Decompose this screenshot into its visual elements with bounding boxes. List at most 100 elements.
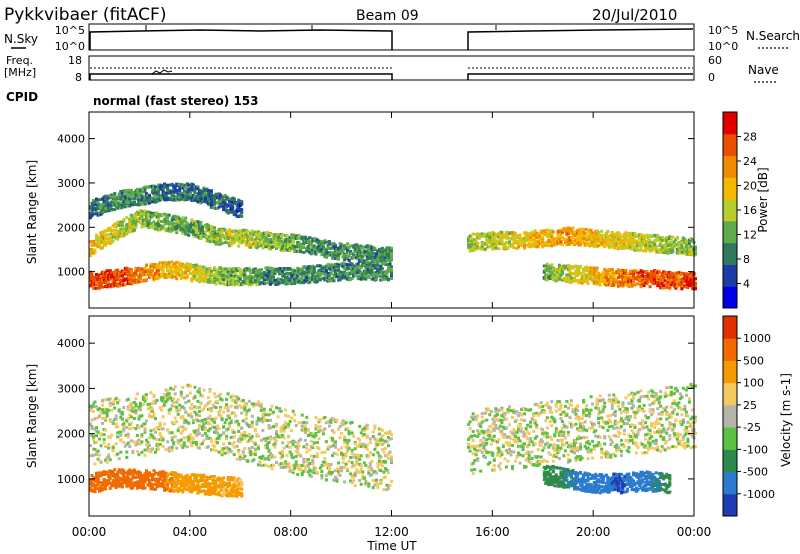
data-cell: [595, 270, 599, 274]
data-cell: [210, 271, 213, 275]
data-cell: [187, 197, 191, 201]
data-cell: [190, 188, 194, 192]
data-cell: [677, 277, 681, 281]
data-cell: [361, 255, 365, 258]
data-cell: [104, 280, 108, 284]
data-cell: [553, 273, 557, 277]
data-cell: [194, 263, 198, 267]
data-cell: [229, 234, 233, 238]
data-cell: [160, 184, 164, 188]
data-cell: [671, 272, 675, 276]
data-cell: [211, 233, 215, 236]
data-cell: [383, 272, 387, 276]
data-cell: [190, 185, 194, 189]
data-cell: [306, 272, 310, 276]
data-cell: [645, 233, 649, 237]
data-cell: [632, 273, 635, 276]
data-cell: [279, 242, 283, 246]
data-cell: [229, 279, 233, 283]
data-cell: [117, 192, 121, 196]
data-cell: [213, 266, 216, 270]
data-cell: [589, 266, 593, 270]
data-cell: [208, 238, 212, 242]
data-cell: [143, 266, 147, 270]
data-cell: [318, 274, 322, 278]
data-cell: [380, 267, 384, 271]
data-cell: [196, 197, 200, 201]
data-cell: [125, 223, 129, 227]
data-cell: [500, 230, 504, 234]
data-cell: [269, 280, 272, 284]
data-cell: [240, 208, 244, 212]
data-cell: [300, 237, 304, 241]
data-cell: [494, 246, 498, 250]
data-cell: [166, 216, 170, 220]
data-cell: [216, 231, 219, 235]
data-cell: [240, 211, 244, 215]
data-cell: [102, 239, 106, 243]
data-cell: [291, 272, 295, 276]
data-cell: [368, 262, 372, 266]
data-cell: [612, 283, 616, 287]
data-cell: [253, 279, 257, 283]
data-cell: [229, 274, 233, 278]
data-cell: [241, 280, 245, 284]
data-cell: [163, 212, 167, 216]
data-cell: [116, 278, 120, 282]
data-cell: [346, 256, 350, 260]
data-cell: [612, 239, 616, 243]
data-cell: [161, 224, 165, 228]
data-cell: [232, 283, 236, 287]
data-cell: [291, 243, 295, 247]
data-cell: [190, 277, 194, 281]
data-cell: [269, 243, 272, 247]
data-cell: [190, 230, 194, 234]
data-cell: [179, 183, 183, 187]
data-cell: [470, 240, 474, 244]
data-cell: [518, 237, 522, 241]
data-cell: [580, 276, 584, 280]
data-cell: [210, 189, 213, 193]
data-cell: [213, 198, 216, 202]
data-cell: [246, 243, 250, 247]
data-cell: [210, 226, 213, 230]
data-cell: [387, 278, 390, 282]
freq-label-line1: Freq.: [6, 54, 33, 67]
data-cell: [613, 272, 617, 276]
data-cell: [143, 209, 147, 213]
freq-tick-bottom: 8: [75, 71, 82, 84]
data-cell: [95, 244, 98, 248]
data-cell: [312, 270, 316, 274]
data-cell: [157, 214, 161, 218]
data-cell: [256, 280, 260, 283]
data-cell: [506, 230, 510, 234]
data-cell: [178, 183, 182, 187]
data-cell: [98, 244, 102, 248]
data-cell: [131, 273, 135, 277]
data-cell: [246, 229, 250, 233]
data-cell: [98, 235, 102, 239]
data-cell: [317, 243, 321, 247]
data-cell: [154, 193, 157, 197]
data-cell: [237, 206, 241, 210]
data-cell: [353, 250, 357, 254]
data-cell: [520, 239, 524, 243]
data-cell: [264, 274, 268, 278]
data-cell: [105, 274, 109, 278]
data-cell: [344, 247, 348, 251]
data-cell: [610, 267, 614, 271]
data-cell: [166, 228, 170, 232]
data-cell: [129, 195, 133, 199]
data-cell: [170, 275, 174, 279]
data-cell: [285, 275, 289, 279]
data-cell: [134, 193, 138, 197]
data-cell: [203, 266, 207, 270]
data-cell: [470, 236, 474, 240]
data-cell: [123, 202, 127, 206]
data-cell: [524, 231, 528, 235]
freq-tick-top: 18: [68, 54, 82, 67]
data-cell: [169, 190, 173, 194]
data-cell: [324, 278, 328, 282]
data-cell: [547, 269, 551, 273]
data-cell: [200, 200, 204, 204]
